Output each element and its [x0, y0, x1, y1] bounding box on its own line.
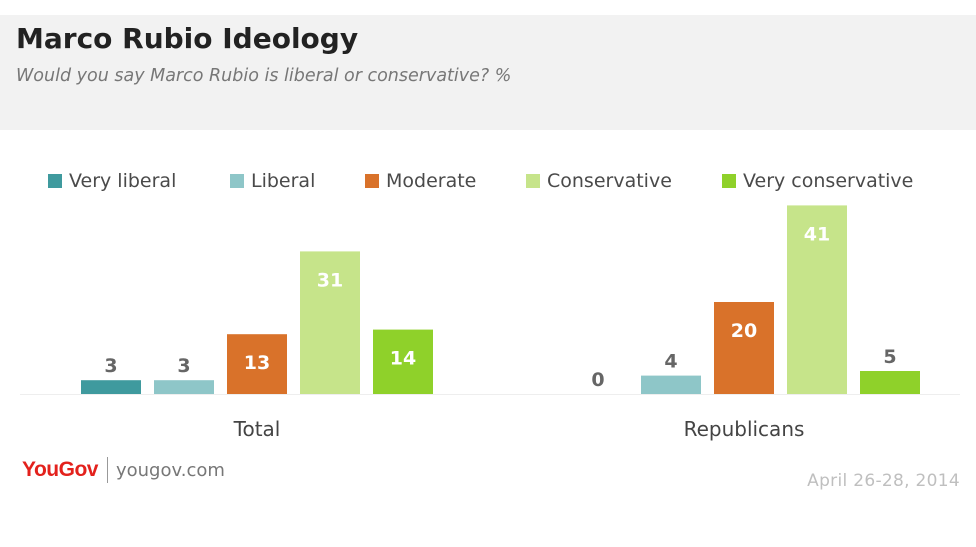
bar — [227, 334, 287, 394]
legend-label: Conservative — [547, 170, 672, 192]
legend-swatch — [722, 174, 736, 188]
data-label: 31 — [317, 269, 343, 291]
chart-title: Marco Rubio Ideology — [16, 22, 359, 55]
legend-item: Liberal — [230, 170, 315, 192]
bar — [860, 371, 920, 394]
legend-item: Very liberal — [48, 170, 176, 192]
data-label: 41 — [804, 223, 830, 245]
category-label: Total — [233, 417, 281, 441]
data-label: 3 — [104, 355, 117, 377]
data-label: 13 — [244, 352, 270, 374]
legend-swatch — [230, 174, 244, 188]
header-panel — [0, 15, 976, 130]
logo-url: yougov.com — [115, 459, 225, 481]
data-label: 4 — [664, 351, 677, 373]
data-label: 14 — [390, 348, 416, 370]
data-label: 0 — [591, 369, 604, 391]
legend-label: Liberal — [251, 170, 316, 192]
legend-item: Very conservative — [722, 170, 913, 192]
bar — [714, 302, 774, 394]
legend-item: Conservative — [526, 170, 672, 192]
data-label: 5 — [883, 346, 896, 368]
data-label: 3 — [177, 355, 190, 377]
legend-swatch — [365, 174, 379, 188]
bar — [154, 380, 214, 394]
yougov-logo: YouGov yougov.com — [22, 457, 225, 483]
bar — [81, 380, 141, 394]
legend-swatch — [526, 174, 540, 188]
survey-date: April 26-28, 2014 — [807, 471, 960, 491]
bar — [641, 375, 701, 394]
bar — [787, 205, 847, 394]
data-label: 20 — [731, 320, 757, 342]
legend-label: Very liberal — [69, 170, 177, 192]
logo-divider — [106, 457, 108, 483]
bar — [300, 251, 360, 394]
legend-swatch — [48, 174, 62, 188]
logo-wordmark: YouGov — [22, 458, 98, 481]
legend-label: Very conservative — [743, 170, 914, 192]
legend-label: Moderate — [386, 170, 477, 192]
bar — [373, 329, 433, 394]
legend-item: Moderate — [365, 170, 476, 192]
category-label: Republicans — [684, 417, 805, 441]
chart-subtitle: Would you say Marco Rubio is liberal or … — [16, 66, 512, 86]
